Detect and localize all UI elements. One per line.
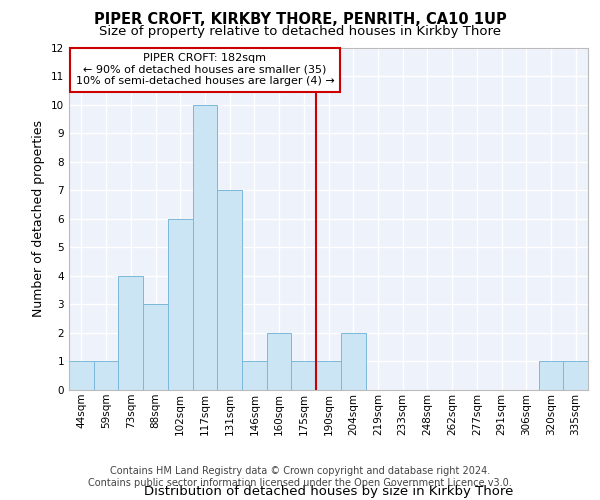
- Bar: [267, 333, 292, 390]
- Text: Size of property relative to detached houses in Kirkby Thore: Size of property relative to detached ho…: [99, 25, 501, 38]
- Bar: [118, 276, 143, 390]
- X-axis label: Distribution of detached houses by size in Kirkby Thore: Distribution of detached houses by size …: [144, 485, 513, 498]
- Bar: [94, 362, 118, 390]
- Bar: [217, 190, 242, 390]
- Y-axis label: Number of detached properties: Number of detached properties: [32, 120, 46, 318]
- Text: PIPER CROFT, KIRKBY THORE, PENRITH, CA10 1UP: PIPER CROFT, KIRKBY THORE, PENRITH, CA10…: [94, 12, 506, 28]
- Bar: [341, 333, 365, 390]
- Bar: [242, 362, 267, 390]
- Text: PIPER CROFT: 182sqm
← 90% of detached houses are smaller (35)
10% of semi-detach: PIPER CROFT: 182sqm ← 90% of detached ho…: [76, 53, 334, 86]
- Bar: [292, 362, 316, 390]
- Bar: [563, 362, 588, 390]
- Text: Contains HM Land Registry data © Crown copyright and database right 2024.
Contai: Contains HM Land Registry data © Crown c…: [88, 466, 512, 487]
- Bar: [168, 219, 193, 390]
- Bar: [316, 362, 341, 390]
- Bar: [539, 362, 563, 390]
- Bar: [69, 362, 94, 390]
- Bar: [143, 304, 168, 390]
- Bar: [193, 104, 217, 390]
